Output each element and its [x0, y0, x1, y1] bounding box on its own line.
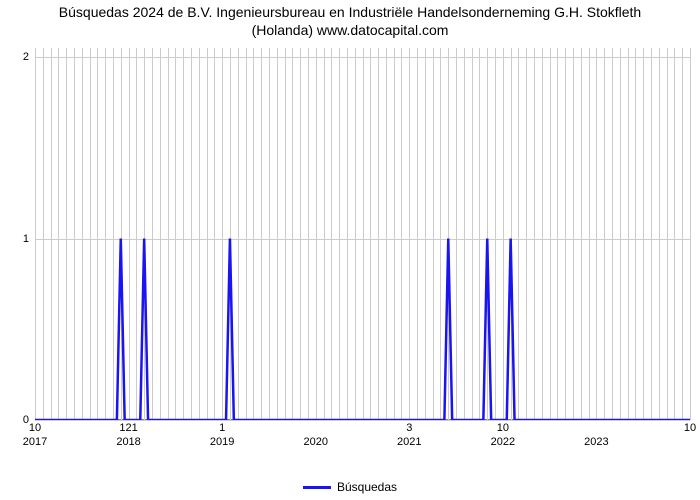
x-top-label: 10 [684, 420, 696, 434]
x-year-label: 2020 [303, 436, 327, 448]
x-year-label: 2018 [116, 436, 140, 448]
chart-title-line1: Búsquedas 2024 de B.V. Ingenieursbureau … [59, 4, 641, 20]
y-tick-label: 1 [23, 233, 35, 245]
series-svg [35, 48, 690, 420]
x-year-label: 2021 [397, 436, 421, 448]
legend-label: Búsquedas [337, 480, 397, 494]
x-top-label: 1 [219, 420, 225, 434]
x-top-label: 10 [29, 420, 41, 434]
x-top-label: 10 [497, 420, 509, 434]
x-year-label: 2023 [584, 436, 608, 448]
plot-area: 0121012113101020172018201920202021202220… [35, 48, 690, 420]
x-year-label: 2022 [491, 436, 515, 448]
gridline-vertical [690, 48, 691, 420]
y-tick-label: 2 [23, 51, 35, 63]
legend-swatch [303, 486, 331, 489]
series-line [35, 239, 690, 420]
chart-title-line2: (Holanda) www.datocapital.com [252, 22, 449, 38]
x-year-label: 2017 [23, 436, 47, 448]
chart-title: Búsquedas 2024 de B.V. Ingenieursbureau … [0, 4, 700, 39]
x-year-label: 2019 [210, 436, 234, 448]
x-top-label: 121 [119, 420, 137, 434]
legend: Búsquedas [303, 480, 397, 494]
x-top-label: 3 [406, 420, 412, 434]
